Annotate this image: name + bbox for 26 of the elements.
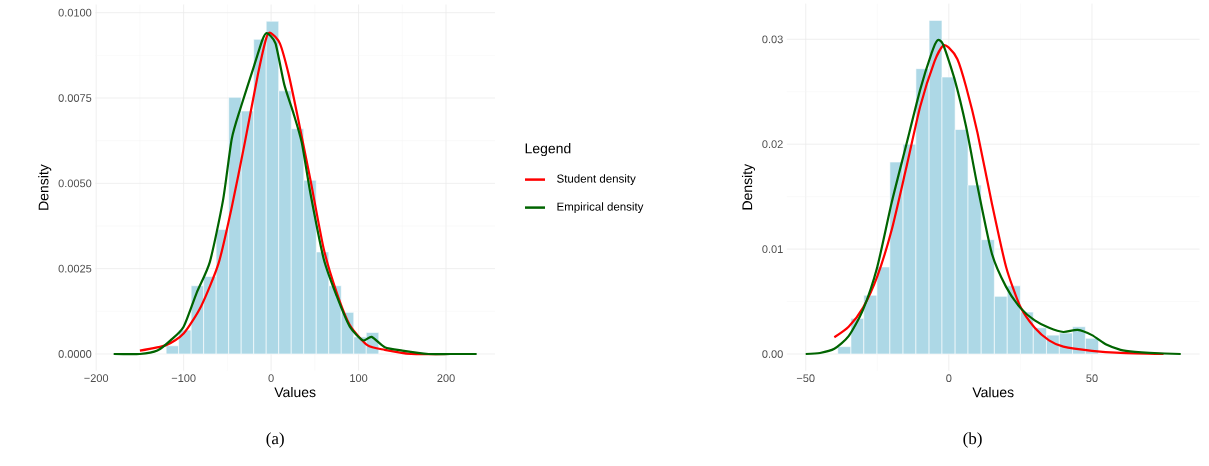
legend-label: Student density: [557, 174, 636, 185]
text: (a): [266, 432, 284, 448]
x-tick-label: −50: [796, 374, 815, 383]
y-tick-label: 0.00: [762, 350, 783, 358]
y-tick-label: 0.02: [762, 140, 783, 149]
y-tick-label: 0.0025: [58, 264, 92, 273]
x-tick-label: 200: [437, 374, 455, 383]
x-tick-label: −100: [171, 374, 196, 383]
x-tick-label: −200: [84, 374, 109, 383]
x-tick-label: 0: [268, 374, 274, 383]
y-tick-label: 0.03: [762, 35, 783, 44]
legend-title: Legend: [525, 143, 571, 157]
x-tick-label: 100: [350, 374, 368, 383]
x-tick-label: 50: [1086, 374, 1098, 383]
legend-label: Empirical density: [557, 202, 644, 213]
y-axis-title: Density: [741, 163, 755, 210]
x-axis-title: Values: [972, 386, 1014, 398]
y-tick-label: 0.0000: [58, 350, 92, 358]
y-tick-label: 0.0050: [58, 179, 92, 188]
x-tick-label: 0: [946, 374, 952, 383]
y-tick-label: 0.0075: [58, 94, 92, 102]
y-axis-title: Density: [38, 164, 52, 210]
text: (b): [963, 432, 982, 448]
x-axis-title: Values: [274, 386, 316, 398]
y-tick-label: 0.0100: [58, 8, 92, 17]
y-tick-label: 0.01: [762, 245, 783, 253]
